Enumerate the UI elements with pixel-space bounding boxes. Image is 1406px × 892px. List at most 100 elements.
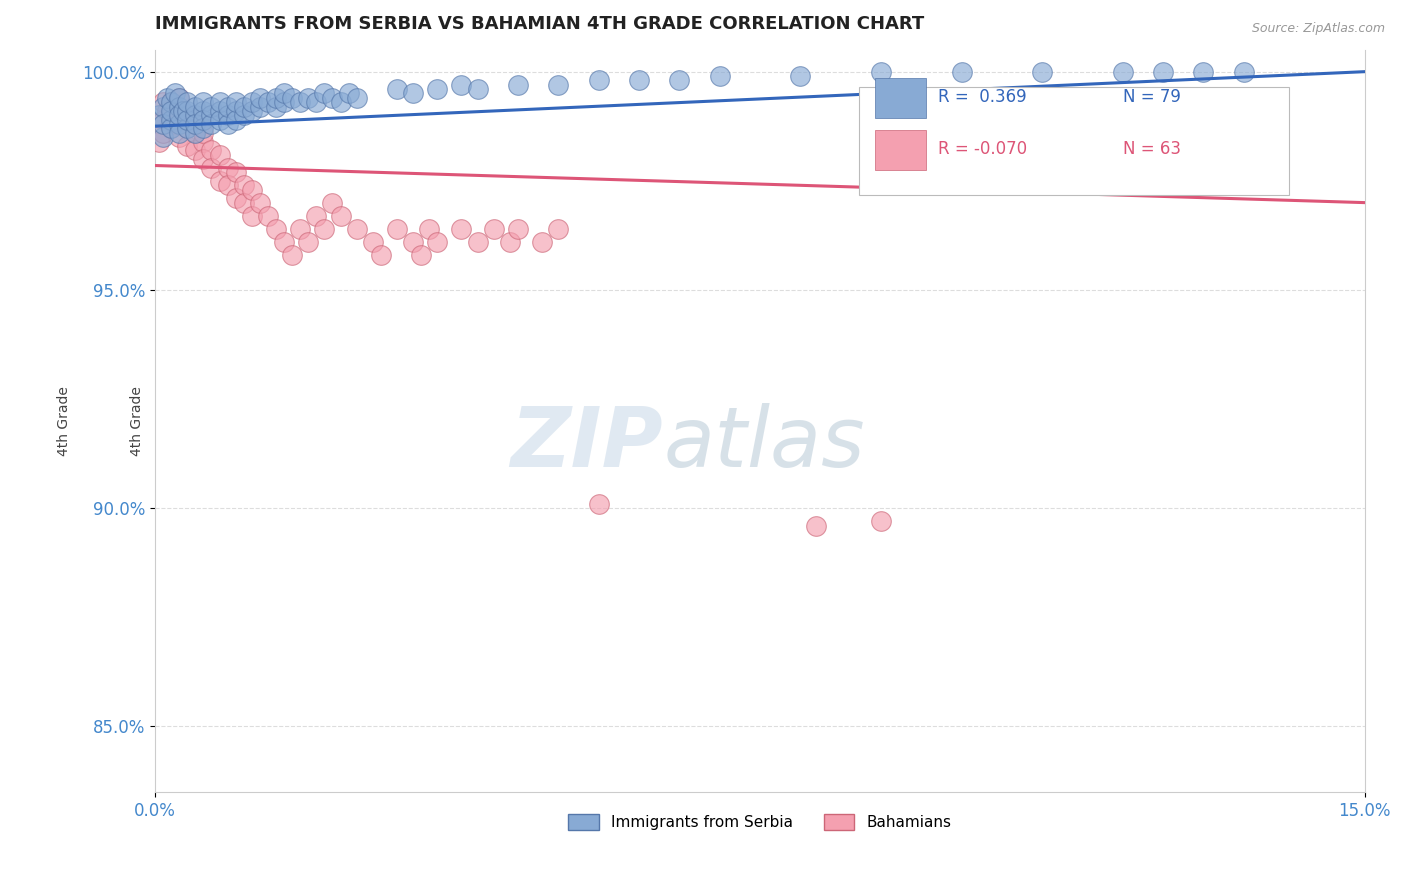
Point xyxy=(184,126,207,140)
Point xyxy=(217,178,239,193)
Point xyxy=(167,103,190,118)
FancyBboxPatch shape xyxy=(875,130,925,170)
Point xyxy=(370,248,392,262)
Point xyxy=(232,178,254,193)
Point xyxy=(402,87,425,101)
Point xyxy=(176,139,198,153)
Point xyxy=(184,99,207,113)
Point xyxy=(156,103,179,118)
Point xyxy=(467,82,489,96)
Point xyxy=(506,222,529,236)
Point xyxy=(627,73,650,87)
Point xyxy=(806,518,828,533)
Point xyxy=(588,497,610,511)
Point xyxy=(200,143,222,157)
Point xyxy=(208,147,231,161)
Text: R =  0.369: R = 0.369 xyxy=(938,87,1026,105)
Point xyxy=(193,112,215,127)
Point xyxy=(273,87,295,101)
Point xyxy=(217,108,239,122)
Point xyxy=(240,95,263,110)
Point xyxy=(217,117,239,131)
Point xyxy=(418,222,440,236)
Point xyxy=(249,91,271,105)
Point xyxy=(232,195,254,210)
Point xyxy=(346,91,368,105)
Point xyxy=(346,222,368,236)
Point xyxy=(152,99,174,113)
Point xyxy=(225,95,247,110)
Text: Source: ZipAtlas.com: Source: ZipAtlas.com xyxy=(1251,22,1385,36)
Point xyxy=(200,117,222,131)
Point xyxy=(426,235,449,249)
Point xyxy=(167,126,190,140)
Text: IMMIGRANTS FROM SERBIA VS BAHAMIAN 4TH GRADE CORRELATION CHART: IMMIGRANTS FROM SERBIA VS BAHAMIAN 4TH G… xyxy=(155,15,924,33)
Point xyxy=(148,135,170,149)
Point xyxy=(249,195,271,210)
Point xyxy=(176,121,198,136)
Point xyxy=(281,91,304,105)
Point xyxy=(208,95,231,110)
Point xyxy=(165,117,187,131)
Point xyxy=(337,87,360,101)
Point xyxy=(176,108,198,122)
Point xyxy=(148,108,170,122)
Point xyxy=(321,91,343,105)
Point xyxy=(1112,64,1135,78)
Point xyxy=(167,117,190,131)
Point xyxy=(314,222,336,236)
Point xyxy=(160,95,183,110)
Point xyxy=(281,248,304,262)
Point xyxy=(193,121,215,136)
Point xyxy=(184,108,207,122)
Point xyxy=(426,82,449,96)
Point xyxy=(1152,64,1174,78)
Point xyxy=(217,161,239,175)
Point xyxy=(225,191,247,205)
Point xyxy=(176,95,198,110)
Point xyxy=(329,95,352,110)
Point xyxy=(1031,64,1053,78)
Point xyxy=(385,82,408,96)
Point xyxy=(257,95,280,110)
Point xyxy=(240,182,263,196)
Point xyxy=(225,165,247,179)
Point xyxy=(208,103,231,118)
Point xyxy=(385,222,408,236)
Point xyxy=(297,91,319,105)
Point xyxy=(547,78,569,92)
Point xyxy=(402,235,425,249)
Point xyxy=(176,112,198,127)
Point xyxy=(305,95,328,110)
Point xyxy=(869,64,891,78)
Point xyxy=(297,235,319,249)
Text: ZIP: ZIP xyxy=(510,402,664,483)
Point xyxy=(193,103,215,118)
Point xyxy=(156,91,179,105)
Point xyxy=(193,126,215,140)
Point xyxy=(411,248,433,262)
Text: N = 79: N = 79 xyxy=(1123,87,1181,105)
Point xyxy=(160,121,183,136)
Point xyxy=(329,209,352,223)
Point xyxy=(249,99,271,113)
Point xyxy=(257,209,280,223)
Point xyxy=(184,126,207,140)
Point xyxy=(160,95,183,110)
Point xyxy=(167,130,190,145)
Point xyxy=(184,143,207,157)
Point xyxy=(217,99,239,113)
Point xyxy=(547,222,569,236)
Point xyxy=(588,73,610,87)
Point xyxy=(709,69,731,83)
Point xyxy=(264,222,287,236)
Point xyxy=(160,103,183,118)
FancyBboxPatch shape xyxy=(875,78,925,118)
Point xyxy=(167,99,190,113)
Point xyxy=(869,514,891,528)
Point xyxy=(467,235,489,249)
Point xyxy=(789,69,811,83)
Point xyxy=(240,209,263,223)
Point xyxy=(160,108,183,122)
Point xyxy=(225,112,247,127)
